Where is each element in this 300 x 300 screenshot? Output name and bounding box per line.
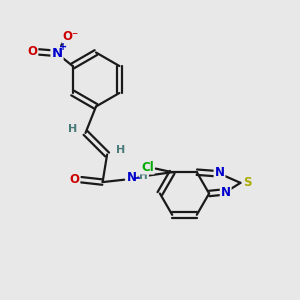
Text: O: O: [27, 45, 38, 58]
Text: H: H: [116, 145, 125, 155]
Text: N: N: [214, 166, 224, 179]
Text: N: N: [52, 47, 63, 60]
Text: N: N: [221, 187, 231, 200]
Text: O: O: [69, 172, 80, 186]
Text: Cl: Cl: [141, 160, 154, 174]
Text: H: H: [68, 124, 77, 134]
Text: H: H: [139, 171, 148, 181]
Text: O⁻: O⁻: [63, 30, 79, 43]
Text: +: +: [59, 42, 67, 52]
Text: S: S: [243, 176, 251, 189]
Text: N: N: [127, 171, 137, 184]
